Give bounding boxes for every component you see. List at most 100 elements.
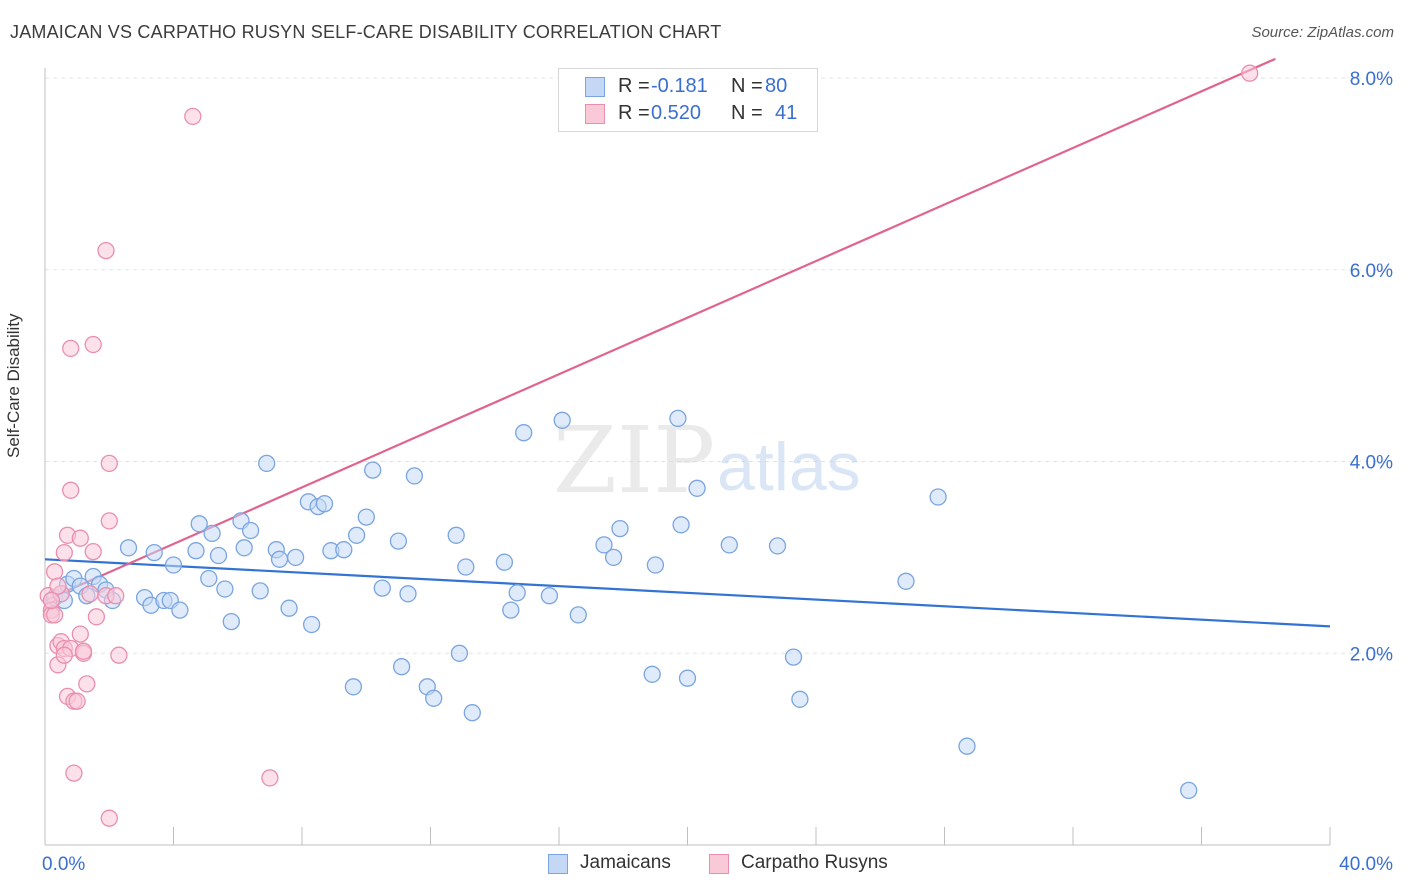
point-jamaicans bbox=[119, 539, 138, 557]
point-jamaicans bbox=[270, 550, 289, 568]
point-jamaicans bbox=[502, 601, 520, 619]
point-jamaicans bbox=[897, 572, 915, 590]
point-jamaicans bbox=[347, 526, 366, 544]
point-carpatho-rusyns bbox=[84, 335, 102, 354]
point-carpatho-rusyns bbox=[110, 646, 128, 664]
point-jamaicans bbox=[209, 546, 228, 565]
point-jamaicans bbox=[164, 556, 183, 574]
trend-lines bbox=[44, 57, 1331, 628]
bottom-legend-swatch-jamaicans bbox=[548, 854, 568, 874]
point-jamaicans bbox=[373, 579, 391, 597]
legend-r-label: R = bbox=[618, 102, 650, 124]
point-carpatho-rusyns bbox=[100, 512, 118, 530]
point-carpatho-rusyns bbox=[55, 646, 73, 664]
y-axis-label: Self-Care Disability bbox=[4, 313, 23, 458]
point-carpatho-rusyns bbox=[84, 542, 102, 561]
trend-line-jamaicans bbox=[44, 558, 1331, 628]
x-tick-label-max: 40.0% bbox=[1339, 854, 1393, 875]
point-jamaicans bbox=[258, 454, 276, 473]
point-carpatho-rusyns bbox=[68, 692, 86, 710]
point-jamaicans bbox=[335, 541, 353, 559]
point-jamaicans bbox=[669, 409, 687, 428]
point-jamaicans bbox=[553, 411, 571, 429]
point-jamaicans bbox=[515, 424, 533, 442]
y-tick-label: 4.0% bbox=[1350, 453, 1393, 474]
point-jamaicans bbox=[791, 690, 809, 708]
gridlines bbox=[45, 77, 1392, 654]
watermark-atlas: atlas bbox=[717, 429, 861, 505]
y-tick-label: 8.0% bbox=[1350, 69, 1393, 90]
trend-line-carpatho-rusyns bbox=[44, 57, 1276, 602]
point-carpatho-rusyns bbox=[78, 675, 96, 693]
point-jamaicans bbox=[768, 537, 787, 555]
point-jamaicans bbox=[688, 479, 706, 497]
point-jamaicans bbox=[958, 737, 976, 755]
legend-r-value: 0.520 bbox=[651, 102, 702, 124]
point-jamaicans bbox=[364, 461, 382, 479]
point-carpatho-rusyns bbox=[100, 454, 118, 473]
point-jamaicans bbox=[203, 524, 221, 543]
legend-n-value: 41 bbox=[775, 102, 798, 124]
point-jamaicans bbox=[235, 539, 253, 557]
point-jamaicans bbox=[145, 543, 163, 562]
point-carpatho-rusyns bbox=[81, 585, 99, 603]
point-carpatho-rusyns bbox=[71, 625, 89, 643]
point-jamaicans bbox=[678, 669, 697, 687]
point-jamaicans bbox=[171, 601, 189, 619]
point-jamaicans bbox=[251, 582, 269, 600]
point-carpatho-rusyns bbox=[62, 481, 80, 499]
point-jamaicans bbox=[495, 553, 514, 571]
point-jamaicans bbox=[222, 612, 240, 631]
legend-r-value: -0.181 bbox=[651, 75, 708, 97]
legend-n-label: N = bbox=[731, 75, 763, 97]
point-carpatho-rusyns bbox=[62, 339, 80, 358]
point-jamaicans bbox=[643, 665, 661, 683]
point-jamaicans bbox=[187, 542, 205, 560]
point-jamaicans bbox=[389, 532, 408, 550]
data-points bbox=[39, 64, 1259, 827]
legend-n-value: 80 bbox=[765, 75, 788, 97]
point-carpatho-rusyns bbox=[261, 769, 279, 787]
point-jamaicans bbox=[540, 587, 559, 605]
point-jamaicans bbox=[1180, 781, 1198, 800]
point-jamaicans bbox=[315, 495, 334, 513]
point-jamaicans bbox=[569, 606, 587, 624]
point-jamaicans bbox=[344, 678, 363, 696]
point-jamaicans bbox=[392, 658, 411, 676]
point-jamaicans bbox=[200, 569, 218, 588]
point-jamaicans bbox=[216, 580, 234, 598]
point-carpatho-rusyns bbox=[42, 591, 61, 610]
y-tick-label: 2.0% bbox=[1350, 644, 1393, 665]
point-carpatho-rusyns bbox=[71, 529, 89, 547]
point-jamaicans bbox=[280, 599, 298, 617]
bottom-legend-label-carpatho-rusyns: Carpatho Rusyns bbox=[741, 852, 888, 873]
point-jamaicans bbox=[447, 526, 465, 544]
point-jamaicans bbox=[604, 548, 623, 567]
point-jamaicans bbox=[929, 488, 947, 506]
point-carpatho-rusyns bbox=[100, 809, 118, 827]
point-carpatho-rusyns bbox=[65, 764, 83, 782]
point-jamaicans bbox=[611, 519, 629, 538]
correlation-legend: R = -0.181 N = 80 R = 0.520 N = 41 bbox=[558, 68, 818, 132]
point-carpatho-rusyns bbox=[45, 563, 64, 581]
watermark: ZIP atlas bbox=[553, 407, 861, 514]
point-jamaicans bbox=[784, 648, 803, 666]
chart-title: JAMAICAN VS CARPATHO RUSYN SELF-CARE DIS… bbox=[10, 22, 722, 42]
point-carpatho-rusyns bbox=[87, 608, 106, 626]
legend-swatch-jamaicans bbox=[585, 77, 605, 97]
point-jamaicans bbox=[508, 584, 526, 602]
bottom-legend-swatch-carpatho-rusyns bbox=[709, 854, 729, 874]
point-carpatho-rusyns bbox=[1241, 64, 1259, 82]
point-jamaicans bbox=[463, 704, 481, 722]
x-tick-label-min: 0.0% bbox=[42, 854, 85, 875]
point-jamaicans bbox=[646, 556, 665, 574]
point-jamaicans bbox=[399, 585, 417, 603]
point-carpatho-rusyns bbox=[55, 543, 73, 562]
legend-r-label: R = bbox=[618, 75, 650, 97]
point-carpatho-rusyns bbox=[49, 577, 67, 595]
point-jamaicans bbox=[190, 515, 208, 533]
point-carpatho-rusyns bbox=[184, 107, 202, 126]
y-tick-label: 6.0% bbox=[1350, 261, 1393, 282]
point-jamaicans bbox=[405, 467, 424, 485]
